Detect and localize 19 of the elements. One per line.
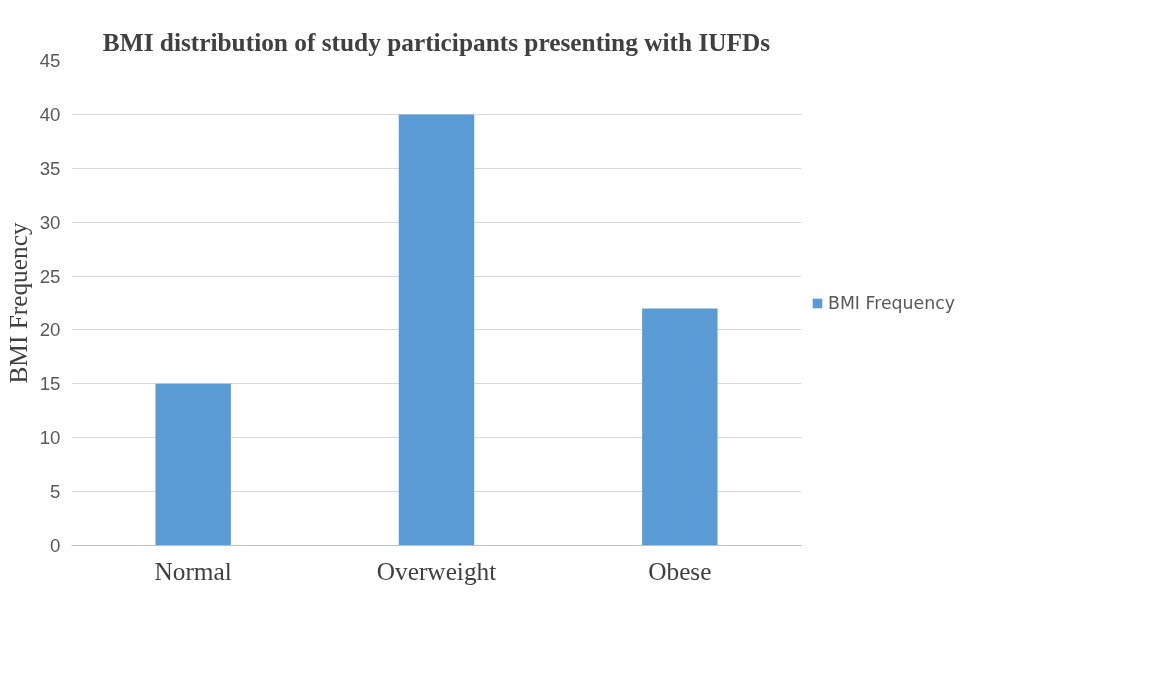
y-tick-label: 30 — [39, 211, 61, 233]
y-tick-label: 40 — [39, 103, 61, 125]
y-axis-title: BMI Frequency — [3, 222, 32, 384]
y-tick-label: 25 — [39, 265, 61, 287]
x-tick-label: Obese — [648, 556, 712, 585]
bar — [398, 114, 475, 546]
y-tick-label: 15 — [39, 373, 61, 395]
y-tick-label: 20 — [39, 319, 61, 341]
y-tick-label: 5 — [50, 481, 61, 503]
x-tick-label: Overweight — [376, 556, 497, 585]
y-tick-label: 35 — [39, 157, 61, 179]
y-tick-label: 45 — [39, 50, 61, 71]
bar — [642, 308, 718, 546]
x-tick-label: Normal — [154, 556, 232, 585]
y-tick-label: 0 — [50, 535, 61, 556]
legend-label: BMI Frequency — [828, 292, 955, 313]
y-tick-label: 10 — [39, 427, 61, 449]
bar — [155, 383, 231, 546]
chart-title: BMI distribution of study participants presenting with IUFDs — [102, 27, 771, 56]
